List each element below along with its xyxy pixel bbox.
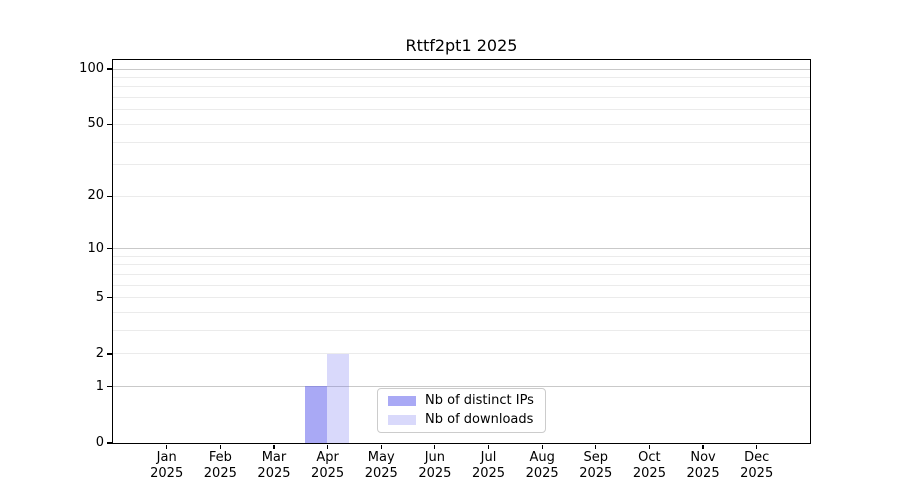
plot-area: [111, 58, 811, 444]
x-tick-year: 2025: [525, 466, 559, 481]
minor-gridline: [112, 255, 810, 257]
chart-title: Rttf2pt1 2025: [405, 36, 518, 55]
x-tick-label: Jun 2025: [403, 450, 467, 482]
x-tick-year: 2025: [364, 466, 398, 481]
x-tick-label: Jul 2025: [457, 450, 521, 482]
y-tick-label: 5: [95, 289, 104, 305]
minor-gridline: [112, 264, 810, 266]
y-tick-label: 1: [95, 378, 104, 394]
x-tick-month: Oct: [638, 450, 661, 465]
minor-gridline: [112, 330, 810, 332]
legend-item-downloads: Nb of downloads: [388, 413, 545, 427]
y-tick-mark: [107, 353, 112, 355]
y-tick-mark: [107, 195, 112, 197]
x-tick-year: 2025: [418, 466, 452, 481]
y-tick-mark: [107, 123, 112, 126]
minor-gridline: [112, 284, 810, 286]
minor-gridline: [112, 97, 810, 99]
minor-gridline: [112, 353, 810, 355]
y-tick-label: 50: [87, 116, 104, 132]
minor-gridline: [112, 86, 810, 88]
minor-gridline: [112, 195, 810, 197]
x-tick-label: Nov 2025: [671, 450, 735, 482]
x-tick-month: Apr: [316, 450, 339, 465]
x-tick-year: 2025: [311, 466, 345, 481]
y-tick-label: 20: [87, 188, 104, 204]
legend-item-distinct-ips: Nb of distinct IPs: [388, 394, 545, 408]
x-tick-year: 2025: [471, 466, 506, 481]
bar-distinct-ips-apr: [305, 386, 328, 443]
y-tick-mark: [107, 68, 112, 70]
x-tick-month: May: [367, 450, 395, 465]
x-tick-year: 2025: [579, 466, 613, 481]
bar-downloads-apr: [327, 353, 350, 443]
y-tick-label: 0: [95, 435, 104, 450]
x-tick-label: Oct 2025: [617, 450, 681, 482]
y-tick-mark: [107, 297, 112, 299]
x-tick-mark: [380, 444, 382, 449]
x-tick-year: 2025: [203, 466, 237, 481]
x-tick-label: Feb 2025: [188, 450, 252, 482]
x-tick-label: Aug 2025: [510, 450, 574, 482]
legend-label-distinct-ips: Nb of distinct IPs: [425, 393, 534, 408]
x-tick-label: Mar 2025: [242, 450, 306, 482]
x-tick-mark: [327, 444, 329, 449]
x-tick-month: Jun: [424, 450, 446, 465]
x-tick-mark: [648, 444, 650, 449]
x-tick-mark: [702, 444, 704, 449]
minor-gridline: [112, 274, 810, 276]
legend-label-downloads: Nb of downloads: [425, 412, 534, 427]
x-tick-mark: [595, 444, 597, 449]
y-tick-label: 2: [95, 345, 104, 361]
major-gridline: [112, 68, 810, 70]
x-tick-mark: [434, 444, 436, 449]
x-tick-month: Dec: [744, 450, 770, 465]
x-tick-month: Mar: [261, 450, 287, 465]
x-tick-year: 2025: [740, 466, 774, 481]
x-tick-label: Jan 2025: [135, 450, 199, 482]
x-tick-label: Apr 2025: [296, 450, 360, 482]
x-tick-month: Aug: [529, 450, 555, 465]
x-tick-label: Dec 2025: [725, 450, 789, 482]
x-tick-year: 2025: [257, 466, 291, 481]
minor-gridline: [112, 77, 810, 79]
y-tick-label: 100: [79, 61, 104, 77]
x-tick-month: Nov: [690, 450, 716, 465]
y-tick-mark: [107, 248, 112, 250]
x-tick-mark: [166, 444, 168, 449]
x-tick-label: May 2025: [349, 450, 413, 482]
y-tick-label: 10: [87, 240, 104, 256]
major-gridline: [112, 248, 810, 250]
x-tick-month: Feb: [208, 450, 232, 465]
x-tick-mark: [273, 444, 275, 449]
legend: Nb of distinct IPs Nb of downloads: [377, 388, 546, 433]
x-tick-mark: [219, 444, 221, 449]
minor-gridline: [112, 164, 810, 166]
x-tick-mark: [487, 444, 490, 449]
downloads-swatch-icon: [388, 415, 416, 425]
x-tick-year: 2025: [686, 466, 720, 481]
x-tick-month: Jul: [480, 450, 497, 465]
minor-gridline: [112, 141, 810, 143]
major-gridline: [112, 386, 810, 388]
y-tick-mark: [107, 442, 112, 444]
minor-gridline: [112, 297, 810, 299]
y-tick-mark: [107, 386, 112, 388]
x-tick-year: 2025: [632, 466, 666, 481]
x-tick-mark: [756, 444, 758, 449]
x-tick-month: Sep: [583, 450, 609, 465]
minor-gridline: [112, 312, 810, 314]
distinct-ips-swatch-icon: [388, 396, 416, 406]
minor-gridline: [112, 123, 810, 125]
x-tick-year: 2025: [150, 466, 184, 481]
x-tick-mark: [541, 444, 543, 449]
x-tick-month: Jan: [156, 450, 177, 465]
x-tick-label: Sep 2025: [564, 450, 628, 482]
minor-gridline: [112, 109, 810, 111]
